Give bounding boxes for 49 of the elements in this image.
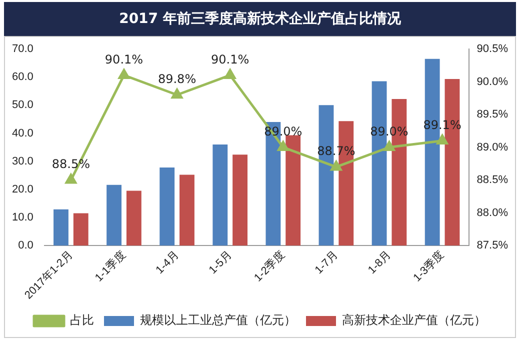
x-tick-label: 1-7月 xyxy=(312,249,340,277)
bar xyxy=(180,174,194,246)
point xyxy=(171,88,183,99)
y-tick-label: 70.0 xyxy=(12,43,34,56)
point xyxy=(330,160,342,171)
y2-tick-label: 90.0% xyxy=(476,76,508,88)
legend-label: 占比 xyxy=(70,313,94,328)
y2-tick-label: 89.0% xyxy=(476,141,508,154)
x-tick-label: 1-8月 xyxy=(366,249,394,277)
y2-tick-label: 88.0% xyxy=(476,206,508,219)
y2-tick-label: 87.5% xyxy=(476,240,508,252)
bar xyxy=(286,135,301,246)
y-tick-label: 40.0 xyxy=(12,127,34,140)
y-tick-label: 60.0 xyxy=(12,71,34,84)
x-tick-label: 1-3季度 xyxy=(410,248,447,284)
bar xyxy=(54,209,68,246)
y-tick-label: 30.0 xyxy=(12,155,34,168)
point xyxy=(65,174,77,184)
point xyxy=(224,68,236,79)
chart-title: 2017 年前三季度高新技术企业产值占比情况 xyxy=(4,2,516,36)
bar xyxy=(160,168,175,246)
y2-tick-label: 89.5% xyxy=(476,108,508,121)
legend-label: 规模以上工业总产值（亿元） xyxy=(140,313,296,328)
y2-tick-label: 88.5% xyxy=(476,174,508,186)
point xyxy=(384,141,395,152)
data-label: 89.1% xyxy=(423,118,462,132)
data-label: 89.8% xyxy=(158,72,196,86)
data-label: 89.0% xyxy=(370,124,408,138)
y2-tick-label: 90.5% xyxy=(476,43,508,56)
data-label: 90.1% xyxy=(104,52,144,66)
x-tick-label: 1-1季度 xyxy=(92,248,128,284)
point xyxy=(436,134,448,144)
data-label: 88.7% xyxy=(317,144,356,158)
y-tick-label: 10.0 xyxy=(12,212,34,224)
data-label: 90.1% xyxy=(211,52,250,66)
bar xyxy=(73,213,88,246)
x-tick-label: 1-5月 xyxy=(206,249,234,277)
y-tick-label: 20.0 xyxy=(12,183,34,196)
bar xyxy=(106,184,122,246)
point xyxy=(118,68,130,79)
x-tick-label: 1-4月 xyxy=(154,249,182,277)
bar xyxy=(126,190,142,246)
point xyxy=(278,141,289,152)
bar xyxy=(232,154,248,246)
y-tick-label: 50.0 xyxy=(12,99,34,112)
legend-label: 高新技术企业产值（亿元） xyxy=(342,313,486,328)
y-tick-label: 0.0 xyxy=(18,240,34,252)
x-tick-label: 1-2季度 xyxy=(251,248,288,284)
bar xyxy=(212,144,228,246)
